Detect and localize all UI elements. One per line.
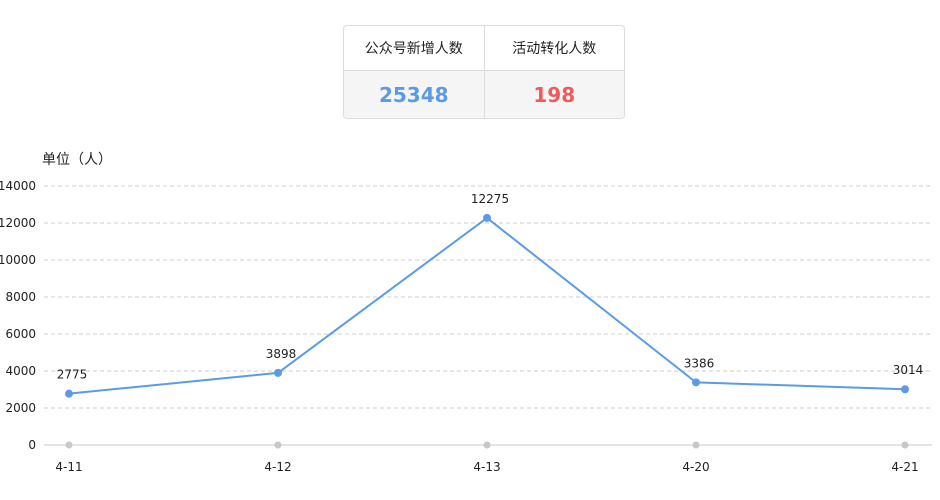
x-tick-label: 4-12 [264,460,291,474]
new-followers-stat: 公众号新增人数 25348 [344,26,484,118]
data-label: 3386 [684,356,715,370]
y-tick-label: 8000 [5,290,36,304]
x-tick-dot [483,441,491,449]
y-tick-label: 10000 [0,253,36,267]
y-tick-label: 6000 [5,327,36,341]
data-point [65,389,73,398]
x-tick-dot [274,441,282,449]
data-point [692,378,700,387]
data-label: 12275 [471,192,509,206]
x-tick-dot [692,441,700,449]
data-point [901,385,909,394]
new-followers-value: 25348 [344,71,484,118]
stats-card: 公众号新增人数 25348 活动转化人数 198 [343,25,625,119]
y-tick-label: 4000 [5,364,36,378]
y-tick-label: 14000 [0,179,36,193]
x-tick-label: 4-11 [55,460,82,474]
data-point [274,368,282,377]
x-tick-dot [901,441,909,449]
x-tick-label: 4-13 [473,460,500,474]
series-line [68,216,906,395]
data-label: 2775 [57,368,88,382]
conversions-value: 198 [484,71,624,118]
x-tick-label: 4-21 [891,460,918,474]
y-tick-label: 0 [28,438,36,452]
y-tick-label: 12000 [0,216,36,230]
conversions-label: 活动转化人数 [484,26,624,71]
x-tick-label: 4-20 [682,460,709,474]
conversions-stat: 活动转化人数 198 [483,26,624,118]
new-followers-label: 公众号新增人数 [344,26,484,71]
x-tick-dot [65,441,73,449]
data-point [483,213,491,222]
y-axis-unit-label: 单位（人） [42,152,112,168]
data-label: 3014 [893,363,924,377]
data-label: 3898 [266,347,297,361]
y-tick-label: 2000 [5,401,36,415]
